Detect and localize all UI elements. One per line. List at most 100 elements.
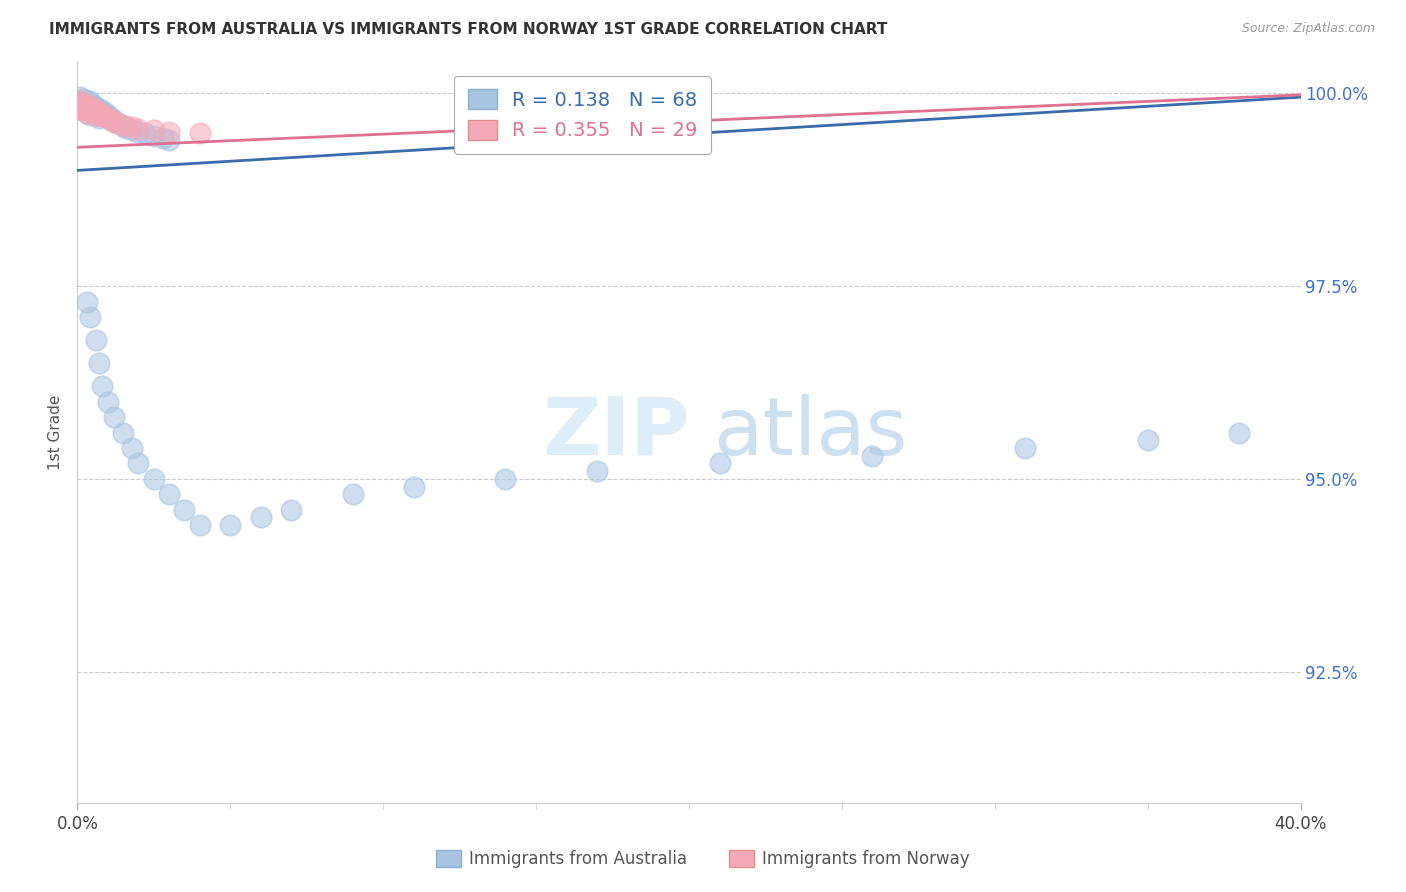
Point	[76, 98, 98, 112]
Point	[121, 441, 143, 455]
Point	[87, 111, 110, 125]
Point	[108, 117, 131, 131]
Point	[72, 92, 94, 106]
Point	[79, 310, 101, 324]
Point	[79, 108, 101, 122]
Point	[90, 379, 112, 393]
Point	[152, 131, 174, 145]
Point	[100, 111, 122, 125]
Point	[90, 103, 112, 118]
Point	[82, 105, 104, 120]
Point	[87, 110, 110, 124]
Point	[103, 410, 125, 425]
Point	[97, 111, 120, 125]
Point	[142, 472, 165, 486]
Point	[69, 94, 91, 108]
Point	[82, 98, 104, 112]
Point	[94, 110, 117, 124]
Legend: R = 0.138   N = 68, R = 0.355   N = 29: R = 0.138 N = 68, R = 0.355 N = 29	[454, 76, 711, 153]
Point	[586, 464, 609, 478]
Point	[112, 425, 135, 440]
Point	[76, 105, 98, 120]
Point	[142, 123, 165, 137]
Point	[84, 333, 107, 347]
Point	[69, 90, 91, 104]
Point	[103, 115, 125, 129]
Point	[1136, 434, 1159, 448]
Point	[250, 510, 273, 524]
Text: Source: ZipAtlas.com: Source: ZipAtlas.com	[1241, 22, 1375, 36]
Point	[173, 502, 195, 516]
Point	[79, 98, 101, 112]
Point	[121, 120, 143, 135]
Point	[84, 108, 107, 122]
Point	[90, 108, 112, 122]
Point	[79, 103, 101, 118]
Point	[280, 502, 302, 516]
Point	[157, 487, 180, 501]
Point	[76, 105, 98, 120]
Text: ZIP: ZIP	[543, 393, 689, 472]
Point	[188, 518, 211, 533]
Point	[1229, 425, 1251, 440]
Point	[108, 117, 131, 131]
Point	[142, 128, 165, 143]
Point	[72, 95, 94, 110]
Point	[79, 100, 101, 114]
Point	[76, 102, 98, 116]
Y-axis label: 1st Grade: 1st Grade	[48, 395, 63, 470]
Point	[84, 103, 107, 118]
Point	[76, 102, 98, 116]
Point	[69, 98, 91, 112]
Point	[69, 98, 91, 112]
Point	[87, 356, 110, 370]
Point	[79, 103, 101, 118]
Point	[219, 518, 242, 533]
Point	[79, 94, 101, 108]
Point	[76, 98, 98, 112]
Point	[402, 480, 425, 494]
Point	[84, 103, 107, 118]
Point	[72, 99, 94, 113]
Point	[127, 457, 149, 471]
Point	[72, 102, 94, 116]
Point	[76, 94, 98, 108]
Point	[84, 108, 107, 122]
Point	[82, 102, 104, 116]
Point	[87, 102, 110, 116]
Point	[94, 105, 117, 120]
Point	[69, 94, 91, 108]
Point	[87, 105, 110, 120]
Legend: Immigrants from Australia, Immigrants from Norway: Immigrants from Australia, Immigrants fr…	[429, 843, 977, 875]
Point	[72, 98, 94, 112]
Point	[188, 127, 211, 141]
Point	[157, 125, 180, 139]
Point	[94, 110, 117, 124]
Point	[84, 100, 107, 114]
Point	[127, 121, 149, 136]
Point	[97, 394, 120, 409]
Point	[97, 111, 120, 125]
Point	[127, 125, 149, 139]
Point	[115, 119, 138, 133]
Point	[97, 108, 120, 122]
Point	[87, 105, 110, 120]
Point	[342, 487, 364, 501]
Point	[76, 294, 98, 309]
Point	[157, 132, 180, 146]
Point	[90, 108, 112, 122]
Point	[495, 472, 517, 486]
Point	[115, 120, 138, 135]
Point	[112, 119, 135, 133]
Point	[103, 113, 125, 128]
Point	[862, 449, 884, 463]
Point	[121, 123, 143, 137]
Point	[72, 95, 94, 110]
Point	[69, 102, 91, 116]
Point	[72, 103, 94, 118]
Point	[1014, 441, 1036, 455]
Point	[134, 127, 156, 141]
Text: atlas: atlas	[713, 393, 908, 472]
Text: IMMIGRANTS FROM AUSTRALIA VS IMMIGRANTS FROM NORWAY 1ST GRADE CORRELATION CHART: IMMIGRANTS FROM AUSTRALIA VS IMMIGRANTS …	[49, 22, 887, 37]
Point	[100, 113, 122, 128]
